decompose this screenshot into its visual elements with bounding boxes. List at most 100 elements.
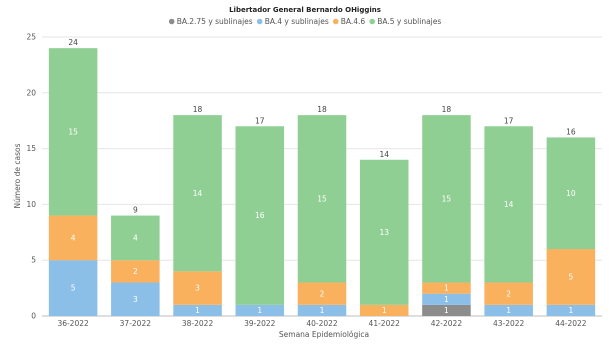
segment-value-label: 15	[442, 194, 452, 203]
y-tick-label: 25	[26, 33, 36, 42]
segment-value-label: 2	[506, 289, 511, 298]
bar-total-label: 24	[68, 38, 78, 47]
segment-value-label: 15	[68, 127, 78, 136]
bar-segment	[484, 126, 533, 283]
segment-value-label: 4	[71, 233, 76, 242]
x-tick-label: 38-2022	[182, 319, 214, 328]
bar-segment	[235, 126, 285, 305]
bar-total-label: 9	[133, 206, 138, 215]
y-tick-label: 5	[31, 256, 36, 265]
y-axis-label: Número de casos	[13, 143, 22, 208]
legend-swatch	[168, 18, 175, 25]
legend-label: BA.4 y sublinajes	[265, 17, 329, 26]
segment-value-label: 5	[568, 273, 573, 282]
bar-segment	[422, 293, 471, 305]
bar-segment	[297, 115, 347, 283]
segment-value-label: 15	[317, 194, 327, 203]
legend-item: BA.5 y sublinajes	[369, 17, 441, 26]
segment-value-label: 10	[566, 189, 576, 198]
segment-value-label: 14	[504, 200, 514, 209]
x-tick-label: 43-2022	[493, 319, 525, 328]
legend-item: BA.2.75 y sublinajes	[168, 17, 253, 26]
legend-label: BA.2.75 y sublinajes	[177, 17, 253, 26]
bar-segment	[422, 282, 471, 294]
segment-value-label: 1	[444, 284, 449, 293]
segment-value-label: 1	[444, 295, 449, 304]
segment-value-label: 13	[379, 228, 389, 237]
bar-group-36-2022: 5 4 15 24	[48, 38, 98, 316]
bar-total-label: 18	[442, 105, 452, 114]
segment-value-label: 2	[320, 289, 325, 298]
bar-total-label: 18	[193, 105, 203, 114]
bar-group-44-2022: 1 5 10 16	[546, 127, 596, 316]
y-tick-label: 15	[26, 144, 36, 153]
y-axis-ticks: 0 5 10 15 20 25	[26, 33, 36, 321]
segment-value-label: 1	[195, 306, 200, 315]
segment-value-label: 1	[257, 306, 262, 315]
segment-value-label: 1	[444, 306, 449, 315]
bar-segment	[173, 304, 222, 316]
bar-segment	[546, 304, 596, 316]
x-tick-label: 41-2022	[369, 319, 401, 328]
bar-segment	[111, 215, 160, 261]
bar-group-42-2022: 1 1 1 15 18	[422, 105, 471, 316]
bar-segment	[422, 115, 471, 283]
legend-item: BA.4.6	[332, 17, 366, 26]
bars: 5415243249131418116171215181131411115181…	[48, 38, 596, 316]
segment-value-label: 3	[195, 284, 200, 293]
y-tick-label: 0	[31, 312, 36, 321]
segment-value-label: 4	[133, 233, 138, 242]
bar-total-label: 17	[504, 116, 514, 125]
bar-segment	[173, 115, 222, 272]
legend-swatch	[256, 18, 263, 25]
bar-total-label: 14	[379, 150, 389, 159]
segment-value-label: 1	[320, 306, 325, 315]
legend-item: BA.4 y sublinajes	[256, 17, 329, 26]
segment-value-label: 1	[382, 306, 387, 315]
legend: BA.2.75 y sublinajes BA.4 y sublinajes BA.…	[168, 17, 441, 26]
bar-group-39-2022: 1 16 17	[235, 116, 285, 316]
bar-group-43-2022: 1 2 14 17	[484, 116, 533, 316]
bar-segment	[111, 282, 160, 316]
bar-total-label: 17	[255, 116, 265, 125]
bar-segment	[48, 215, 98, 261]
bar-segment	[359, 159, 409, 305]
bar-group-38-2022: 1 3 14 18	[173, 105, 222, 316]
legend-swatch	[369, 18, 376, 25]
x-tick-label: 44-2022	[555, 319, 587, 328]
legend-label: BA.4.6	[341, 17, 366, 26]
segment-value-label: 14	[193, 189, 203, 198]
x-tick-label: 37-2022	[120, 319, 152, 328]
x-axis-label: Semana Epidemiológica	[279, 330, 369, 339]
x-tick-label: 40-2022	[306, 319, 338, 328]
bar-total-label: 18	[317, 105, 327, 114]
bar-segment	[359, 304, 409, 316]
x-tick-label: 42-2022	[431, 319, 463, 328]
segment-value-label: 2	[133, 267, 138, 276]
bar-segment	[546, 137, 596, 250]
legend-swatch	[332, 18, 339, 25]
bar-segment	[297, 304, 347, 316]
bar-segment	[111, 260, 160, 283]
bar-group-41-2022: 1 13 14	[359, 150, 409, 316]
x-tick-label: 36-2022	[57, 319, 89, 328]
segment-value-label: 1	[568, 306, 573, 315]
bar-segment	[297, 282, 347, 305]
chart-title: Libertador General Bernardo OHiggins	[229, 6, 381, 14]
bar-group-37-2022: 3 2 4 9	[111, 206, 160, 316]
bar-segment	[546, 249, 596, 305]
bar-segment	[48, 48, 98, 216]
bar-segment	[484, 282, 533, 305]
y-tick-label: 10	[26, 200, 36, 209]
bar-segment	[48, 260, 98, 316]
bar-segment	[173, 271, 222, 305]
y-tick-label: 20	[26, 88, 36, 97]
segment-value-label: 16	[255, 211, 265, 220]
bar-total-label: 16	[566, 127, 576, 136]
segment-value-label: 1	[506, 306, 511, 315]
bar-segment	[422, 304, 471, 316]
bar-segment	[484, 304, 533, 316]
bar-segment	[235, 304, 285, 316]
